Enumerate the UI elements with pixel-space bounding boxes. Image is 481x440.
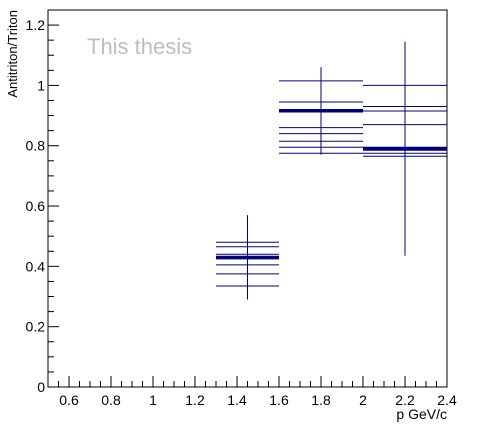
data-series: [216, 41, 447, 300]
x-axis-ticks: 0.6 0.8 1 1.2 1.4 1.6 1.8 2 2.2 2.4: [47, 376, 457, 408]
x-tick-label: 1.4: [227, 392, 247, 408]
x-tick-label: 1.8: [311, 392, 331, 408]
y-tick-label: 1: [37, 77, 45, 93]
x-tick-label: 0.6: [59, 392, 79, 408]
watermark-text: This thesis: [87, 34, 192, 59]
x-tick-label: 1.6: [269, 392, 289, 408]
x-tick-label: 0.8: [101, 392, 121, 408]
y-tick-label: 0.2: [26, 319, 46, 335]
x-tick-label: 1: [149, 392, 157, 408]
x-tick-label: 2: [359, 392, 367, 408]
y-tick-label: 0.8: [26, 138, 46, 154]
x-tick-label: 1.2: [185, 392, 205, 408]
x-tick-label: 2.2: [395, 392, 415, 408]
y-axis-label: Antitriton/Triton: [5, 10, 20, 98]
x-tick-label: 2.4: [437, 392, 457, 408]
y-tick-label: 0: [37, 379, 45, 395]
plot-frame: [47, 9, 448, 388]
y-axis-ticks: 0 0.2 0.4 0.6 0.8 1 1.2: [26, 9, 59, 395]
y-tick-label: 0.4: [26, 258, 46, 274]
x-axis-label: p GeV/c: [396, 406, 447, 422]
y-tick-label: 0.6: [26, 198, 46, 214]
y-tick-label: 1.2: [26, 17, 46, 33]
